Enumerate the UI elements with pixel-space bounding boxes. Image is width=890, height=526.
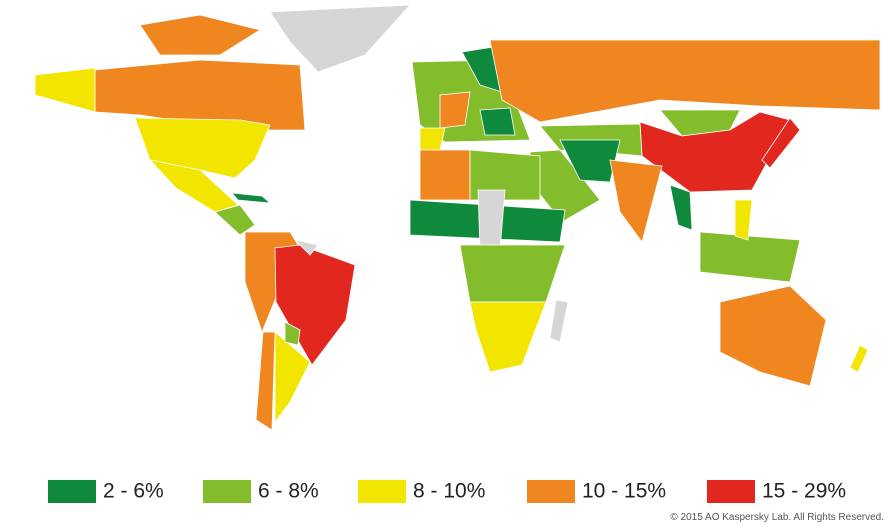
legend-swatch — [203, 480, 251, 503]
region — [669, 184, 693, 231]
legend: 2 - 6% 6 - 8% 8 - 10% 10 - 15% 15 - 29% — [48, 480, 846, 503]
region — [849, 344, 869, 373]
region — [559, 139, 621, 183]
region — [469, 149, 541, 201]
region — [489, 39, 881, 123]
legend-swatch — [48, 480, 96, 503]
region — [459, 244, 566, 303]
legend-label: 10 - 15% — [582, 480, 666, 503]
region — [284, 321, 301, 346]
legend-label: 15 - 29% — [762, 480, 846, 503]
region — [439, 91, 471, 129]
world-map — [34, 4, 881, 431]
region — [139, 14, 262, 56]
region — [549, 299, 569, 343]
region — [94, 59, 306, 131]
legend-label: 6 - 8% — [258, 480, 319, 503]
region — [469, 301, 547, 373]
region — [255, 331, 276, 431]
region — [274, 331, 311, 424]
region — [609, 159, 663, 243]
legend-label: 2 - 6% — [103, 480, 164, 503]
region — [719, 285, 827, 387]
region — [699, 231, 801, 283]
region — [214, 204, 256, 236]
region — [761, 117, 801, 169]
legend-label: 8 - 10% — [413, 480, 485, 503]
region — [269, 4, 411, 73]
region — [477, 189, 506, 251]
legend-swatch — [358, 480, 406, 503]
legend-swatch — [707, 480, 755, 503]
region — [419, 149, 471, 201]
copyright: © 2015 AO Kaspersky Lab. All Rights Rese… — [670, 512, 884, 523]
region — [479, 107, 516, 136]
region — [734, 199, 753, 241]
region — [293, 239, 319, 256]
region — [231, 192, 272, 204]
region — [134, 117, 271, 179]
region — [419, 127, 446, 151]
region — [34, 67, 96, 113]
legend-swatch — [527, 480, 575, 503]
